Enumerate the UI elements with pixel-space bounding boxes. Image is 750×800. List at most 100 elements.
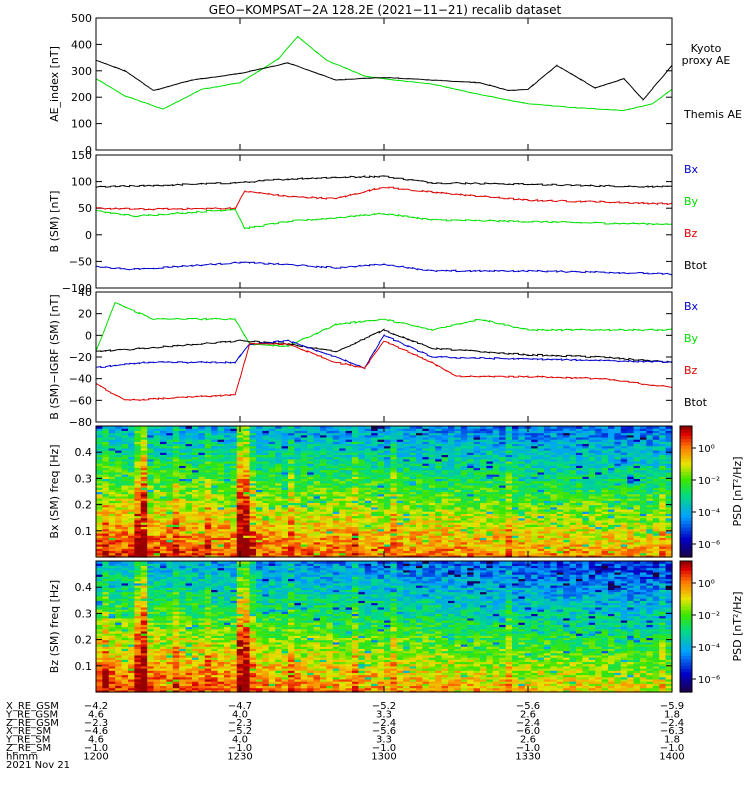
heatmap-cell bbox=[480, 504, 487, 508]
heatmap-cell bbox=[147, 532, 155, 536]
heatmap-cell bbox=[364, 511, 372, 514]
heatmap-cell bbox=[140, 476, 148, 479]
heatmap-cell bbox=[211, 441, 219, 445]
heatmap-cell bbox=[339, 478, 347, 482]
heatmap-cell bbox=[396, 519, 404, 523]
heatmap-cell bbox=[192, 493, 199, 497]
heatmap-cell bbox=[160, 517, 167, 521]
heatmap-cell bbox=[556, 502, 564, 506]
heatmap-cell bbox=[153, 495, 161, 499]
heatmap-cell bbox=[345, 498, 353, 501]
heatmap-cell bbox=[332, 513, 340, 517]
heatmap-cell bbox=[102, 539, 110, 543]
heatmap-cell bbox=[377, 489, 385, 493]
heatmap-cell bbox=[396, 434, 404, 438]
heatmap-cell bbox=[364, 498, 372, 501]
heatmap-cell bbox=[307, 480, 315, 484]
heatmap-cell bbox=[294, 495, 302, 499]
heatmap-cell bbox=[371, 482, 379, 486]
heatmap-cell bbox=[544, 456, 551, 460]
heatmap-cell bbox=[204, 504, 212, 508]
heatmap-cell bbox=[537, 456, 545, 460]
heatmap-cell bbox=[224, 460, 231, 464]
heatmap-cell bbox=[544, 484, 551, 488]
heatmap-cell bbox=[172, 447, 180, 451]
heatmap-cell bbox=[326, 460, 334, 464]
heatmap-cell bbox=[537, 530, 545, 534]
heatmap-cell bbox=[556, 546, 564, 549]
heatmap-cell bbox=[339, 548, 347, 552]
heatmap-cell bbox=[320, 515, 327, 519]
heatmap-cell bbox=[172, 517, 180, 521]
heatmap-cell bbox=[435, 508, 443, 512]
y-tick-label: 400 bbox=[71, 38, 92, 51]
heatmap-cell bbox=[121, 500, 129, 504]
heatmap-cell bbox=[531, 548, 539, 552]
heatmap-cell bbox=[268, 519, 276, 523]
heatmap-cell bbox=[281, 467, 289, 471]
heatmap-cell bbox=[243, 530, 251, 534]
heatmap-cell bbox=[531, 517, 539, 521]
heatmap-cell bbox=[307, 432, 315, 436]
heatmap-cell bbox=[377, 478, 385, 482]
heatmap-cell bbox=[294, 530, 302, 534]
heatmap-cell bbox=[396, 428, 404, 431]
heatmap-cell bbox=[550, 550, 558, 554]
heatmap-cell bbox=[211, 436, 219, 440]
heatmap-cell bbox=[224, 543, 231, 547]
heatmap-cell bbox=[505, 426, 513, 429]
heatmap-cell bbox=[294, 548, 302, 552]
heatmap-cell bbox=[281, 441, 289, 445]
heatmap-cell bbox=[198, 469, 206, 473]
heatmap-cell bbox=[134, 432, 142, 436]
heatmap-cell bbox=[320, 467, 327, 471]
heatmap-cell bbox=[307, 436, 315, 440]
heatmap-cell bbox=[409, 535, 417, 538]
heatmap-cell bbox=[384, 535, 391, 538]
heatmap-cell bbox=[96, 482, 103, 486]
heatmap-cell bbox=[153, 519, 161, 523]
heatmap-cell bbox=[204, 537, 212, 541]
heatmap-cell bbox=[345, 511, 353, 514]
heatmap-cell bbox=[192, 535, 199, 538]
heatmap-cell bbox=[396, 436, 404, 440]
heatmap-cell bbox=[518, 530, 526, 534]
heatmap-cell bbox=[473, 430, 481, 434]
heatmap-cell bbox=[403, 515, 411, 519]
heatmap-cell bbox=[236, 445, 244, 449]
heatmap-cell bbox=[505, 443, 513, 447]
heatmap-cell bbox=[403, 508, 411, 512]
heatmap-cell bbox=[204, 465, 212, 469]
y-tick-label: 300 bbox=[71, 65, 92, 78]
heatmap-cell bbox=[473, 532, 481, 536]
heatmap-cell bbox=[486, 524, 494, 528]
heatmap-cell bbox=[281, 478, 289, 482]
heatmap-cell bbox=[473, 436, 481, 440]
heatmap-cell bbox=[268, 550, 276, 554]
heatmap-cell bbox=[281, 524, 289, 528]
heatmap-cell bbox=[115, 517, 123, 521]
heatmap-cell bbox=[204, 471, 212, 475]
heatmap-cell bbox=[313, 441, 321, 445]
heatmap-cell bbox=[499, 474, 507, 477]
heatmap-cell bbox=[179, 454, 187, 458]
heatmap-cell bbox=[358, 515, 366, 519]
heatmap-cell bbox=[441, 537, 449, 541]
heatmap-cell bbox=[275, 465, 283, 469]
heatmap-cell bbox=[121, 471, 129, 475]
heatmap-cell bbox=[140, 471, 148, 475]
heatmap-cell bbox=[108, 504, 116, 508]
heatmap-cell bbox=[460, 430, 468, 434]
heatmap-cell bbox=[499, 430, 507, 434]
heatmap-cell bbox=[524, 489, 532, 493]
heatmap-cell bbox=[435, 517, 443, 521]
heatmap-cell bbox=[512, 489, 519, 493]
heatmap-cell bbox=[224, 471, 231, 475]
heatmap-cell bbox=[185, 458, 193, 462]
heatmap-cell bbox=[262, 430, 270, 434]
heatmap-cell bbox=[512, 552, 519, 556]
heatmap-cell bbox=[249, 430, 257, 434]
heatmap-cell bbox=[204, 524, 212, 528]
heatmap-cell bbox=[428, 539, 436, 543]
heatmap-cell bbox=[403, 543, 411, 547]
